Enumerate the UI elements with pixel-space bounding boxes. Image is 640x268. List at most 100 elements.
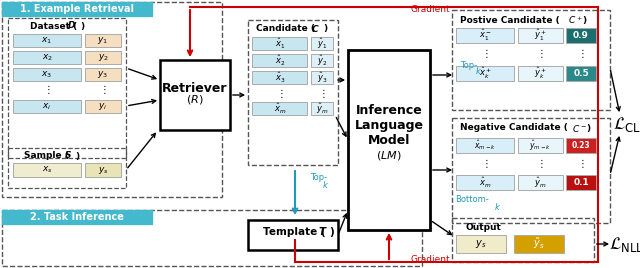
Bar xyxy=(13,51,81,64)
Text: Top-: Top- xyxy=(310,173,327,183)
Text: ): ) xyxy=(586,124,590,132)
Bar xyxy=(2,2,152,16)
Text: Language: Language xyxy=(355,118,424,132)
Text: Model: Model xyxy=(368,133,410,147)
Bar xyxy=(452,10,610,110)
Text: $\vdots$: $\vdots$ xyxy=(536,47,544,61)
Bar xyxy=(160,60,230,130)
Text: Bottom-: Bottom- xyxy=(455,195,489,204)
Text: ): ) xyxy=(582,16,586,24)
Bar xyxy=(2,210,152,224)
Text: $\hat{x}_m$: $\hat{x}_m$ xyxy=(479,176,492,189)
Text: ): ) xyxy=(323,24,327,34)
Text: 2. Task Inference: 2. Task Inference xyxy=(30,212,124,222)
Text: $\hat{y}_{m-k}$: $\hat{y}_{m-k}$ xyxy=(529,138,551,153)
Text: $\vdots$: $\vdots$ xyxy=(276,87,284,99)
Bar xyxy=(518,28,563,43)
Bar xyxy=(248,220,338,250)
Text: $\hat{x}_{m-k}$: $\hat{x}_{m-k}$ xyxy=(474,139,496,152)
Text: $y_s$: $y_s$ xyxy=(98,165,108,176)
Text: 0.23: 0.23 xyxy=(572,141,590,150)
Text: $\vdots$: $\vdots$ xyxy=(481,157,489,169)
Bar xyxy=(85,68,121,81)
Bar xyxy=(518,175,563,190)
Bar xyxy=(566,66,596,81)
Text: $\vdots$: $\vdots$ xyxy=(577,157,585,169)
Text: $x_i$: $x_i$ xyxy=(42,101,52,112)
Text: $\hat{y}_2$: $\hat{y}_2$ xyxy=(317,53,327,68)
Text: $k$: $k$ xyxy=(475,65,482,76)
Text: $y_1$: $y_1$ xyxy=(97,35,109,46)
Text: $C^+$: $C^+$ xyxy=(568,14,583,26)
Text: $x_1$: $x_1$ xyxy=(42,35,52,46)
Text: Retriever: Retriever xyxy=(163,81,228,95)
Text: Output: Output xyxy=(465,224,501,233)
Text: 0.5: 0.5 xyxy=(573,69,589,78)
Text: ): ) xyxy=(80,21,84,31)
Text: $\hat{y}_k^+$: $\hat{y}_k^+$ xyxy=(534,66,547,81)
Text: $\tilde{y}_s$: $\tilde{y}_s$ xyxy=(533,237,545,251)
Text: ): ) xyxy=(75,151,79,161)
Text: $y_2$: $y_2$ xyxy=(97,52,108,63)
Text: $\mathcal{L}_{\mathrm{NLL}}$: $\mathcal{L}_{\mathrm{NLL}}$ xyxy=(609,234,640,254)
Bar xyxy=(8,18,126,158)
Bar xyxy=(248,20,338,165)
Bar xyxy=(252,54,307,67)
Text: Template (: Template ( xyxy=(263,227,326,237)
Bar xyxy=(2,2,222,197)
Text: $k$: $k$ xyxy=(322,178,329,189)
Bar xyxy=(8,148,126,188)
Bar xyxy=(252,102,307,115)
Bar xyxy=(456,28,514,43)
Text: $\hat{x}_2$: $\hat{x}_2$ xyxy=(275,54,285,68)
Text: $\hat{y}_1^+$: $\hat{y}_1^+$ xyxy=(534,28,547,43)
Bar xyxy=(85,34,121,47)
Text: 1. Example Retrieval: 1. Example Retrieval xyxy=(20,4,134,14)
Text: Gradient: Gradient xyxy=(410,5,450,14)
Text: $x_s$: $x_s$ xyxy=(42,165,52,175)
Text: $y_s$: $y_s$ xyxy=(476,238,486,250)
Text: $y_i$: $y_i$ xyxy=(99,101,108,112)
Text: Sample (: Sample ( xyxy=(24,151,69,161)
Text: $\vdots$: $\vdots$ xyxy=(318,87,326,99)
Text: Gradient: Gradient xyxy=(410,255,450,264)
Bar xyxy=(456,66,514,81)
Bar xyxy=(456,138,514,153)
Bar xyxy=(348,50,430,230)
Text: $\hat{y}_1$: $\hat{y}_1$ xyxy=(317,36,327,51)
Bar xyxy=(456,175,514,190)
Text: $\hat{y}_3$: $\hat{y}_3$ xyxy=(317,70,327,85)
Text: $k$: $k$ xyxy=(494,200,501,211)
Text: $(LM)$: $(LM)$ xyxy=(376,148,402,162)
Text: $\vdots$: $\vdots$ xyxy=(99,83,107,95)
Bar xyxy=(566,28,596,43)
Text: $\hat{x}_1$: $\hat{x}_1$ xyxy=(275,36,285,51)
Text: ): ) xyxy=(329,227,333,237)
Bar xyxy=(311,37,333,50)
Bar xyxy=(514,235,564,253)
Text: $y_3$: $y_3$ xyxy=(97,69,109,80)
Bar xyxy=(13,100,81,113)
Text: Top-: Top- xyxy=(460,61,477,69)
Text: 0.9: 0.9 xyxy=(573,31,589,40)
Text: $\hat{y}_m$: $\hat{y}_m$ xyxy=(316,101,328,116)
Text: $x_3$: $x_3$ xyxy=(42,69,52,80)
Bar xyxy=(311,71,333,84)
Bar xyxy=(13,34,81,47)
Text: $x_2$: $x_2$ xyxy=(42,52,52,63)
Text: Dataset (: Dataset ( xyxy=(30,21,77,31)
Bar xyxy=(252,37,307,50)
Text: Postive Candidate (: Postive Candidate ( xyxy=(460,16,560,24)
Text: C: C xyxy=(312,24,318,34)
Bar xyxy=(13,163,81,177)
Bar xyxy=(85,51,121,64)
Text: 0.1: 0.1 xyxy=(573,178,589,187)
Text: $\vdots$: $\vdots$ xyxy=(536,157,544,169)
Text: $\mathcal{L}_{\mathrm{CL}}$: $\mathcal{L}_{\mathrm{CL}}$ xyxy=(613,116,640,135)
Text: T: T xyxy=(319,227,326,237)
Text: $\hat{x}_k^+$: $\hat{x}_k^+$ xyxy=(479,66,492,81)
Bar xyxy=(311,54,333,67)
Bar xyxy=(456,235,506,253)
Bar xyxy=(518,138,563,153)
Bar xyxy=(13,68,81,81)
